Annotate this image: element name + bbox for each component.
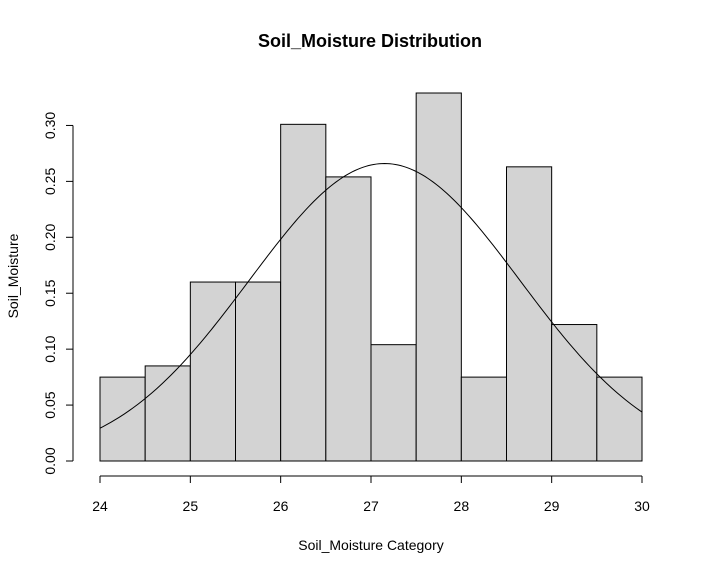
bars-group [99, 92, 643, 462]
x-axis: 24 25 26 27 28 29 30 [92, 475, 650, 514]
histogram-bar [280, 123, 327, 462]
histogram-bar [189, 281, 236, 462]
x-tick-label: 27 [363, 498, 379, 514]
density-curve-group [99, 163, 643, 429]
y-tick-label: 0.30 [42, 112, 58, 139]
y-tick-label: 0.20 [42, 223, 58, 250]
y-tick-label: 0.25 [42, 168, 58, 195]
y-axis-label: Soil_Moisture [5, 233, 21, 318]
histogram-bar [460, 376, 508, 462]
y-tick-label: 0.15 [42, 279, 58, 306]
histogram-bar [596, 376, 643, 462]
y-axis: 0.00 0.05 0.10 0.15 0.20 0.25 0.30 [42, 112, 74, 475]
histogram-bar [235, 281, 282, 462]
x-tick-label: 25 [183, 498, 199, 514]
histogram-bar [144, 365, 191, 462]
x-tick-label: 28 [454, 498, 470, 514]
y-tick-label: 0.05 [42, 391, 58, 418]
x-tick-label: 29 [544, 498, 560, 514]
x-axis-label: Soil_Moisture Category [298, 537, 444, 553]
y-tick-label: 0.00 [42, 447, 58, 474]
density-curve [99, 163, 643, 429]
y-tick-label: 0.10 [42, 335, 58, 362]
histogram-bar [325, 176, 372, 462]
chart-title: Soil_Moisture Distribution [258, 31, 482, 51]
x-tick-label: 30 [634, 498, 650, 514]
histogram-bar [99, 376, 146, 462]
x-tick-label: 26 [273, 498, 289, 514]
x-tick-label: 24 [92, 498, 108, 514]
histogram-bar [415, 92, 462, 462]
histogram-bar [551, 324, 598, 462]
histogram-bar [370, 344, 417, 462]
histogram-bar [506, 166, 553, 462]
